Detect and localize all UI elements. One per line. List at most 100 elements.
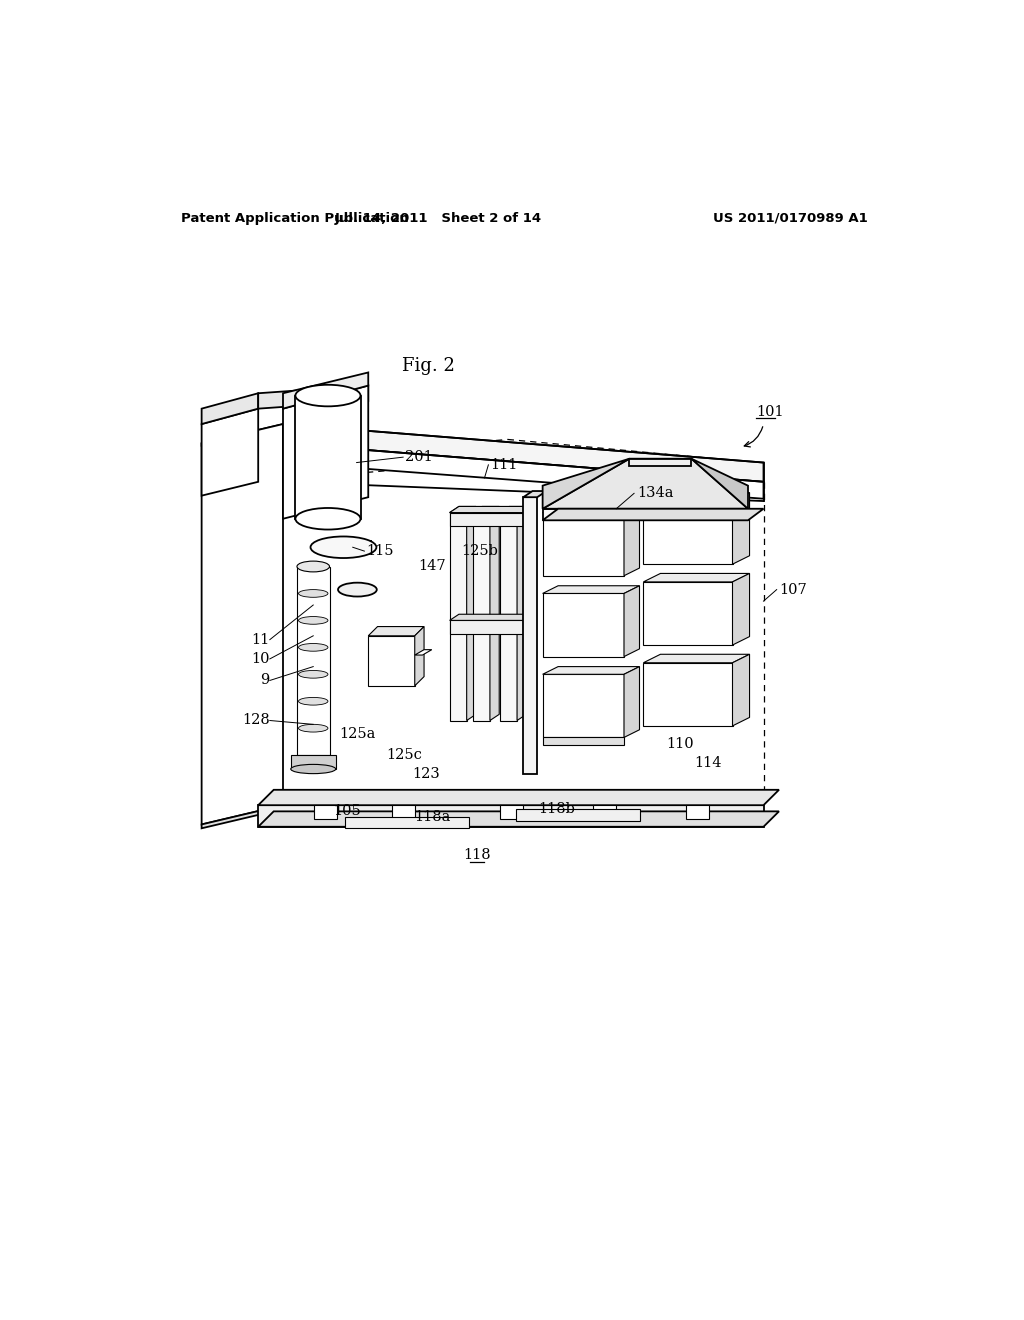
Polygon shape (291, 755, 336, 770)
Polygon shape (202, 409, 258, 496)
Polygon shape (543, 512, 624, 576)
Polygon shape (345, 817, 469, 829)
Polygon shape (295, 396, 360, 519)
Ellipse shape (299, 697, 328, 705)
Text: 11: 11 (252, 632, 270, 647)
Polygon shape (630, 459, 691, 466)
Polygon shape (643, 492, 750, 502)
Text: 101: 101 (756, 405, 783, 420)
Polygon shape (500, 512, 517, 721)
Text: 125b: 125b (461, 544, 498, 558)
Text: 134a: 134a (637, 486, 674, 500)
Text: 105: 105 (334, 804, 361, 818)
Polygon shape (391, 805, 415, 818)
Text: 115: 115 (367, 544, 394, 558)
Polygon shape (450, 614, 532, 620)
Polygon shape (543, 508, 748, 520)
Ellipse shape (299, 671, 328, 678)
Text: US 2011/0170989 A1: US 2011/0170989 A1 (713, 213, 868, 224)
Polygon shape (450, 620, 523, 635)
Polygon shape (258, 805, 764, 826)
Polygon shape (450, 507, 476, 512)
Ellipse shape (297, 561, 330, 572)
Polygon shape (258, 789, 779, 805)
Polygon shape (500, 805, 523, 818)
Polygon shape (543, 459, 630, 508)
Text: 128: 128 (242, 714, 270, 727)
Polygon shape (732, 492, 750, 564)
Polygon shape (283, 424, 764, 482)
Text: 114: 114 (693, 756, 721, 770)
Text: 125c: 125c (386, 748, 422, 762)
Text: 118: 118 (463, 849, 490, 862)
Polygon shape (473, 512, 489, 721)
Polygon shape (543, 459, 748, 508)
Polygon shape (450, 512, 467, 721)
Text: 125a: 125a (340, 727, 376, 742)
Ellipse shape (338, 582, 377, 597)
Polygon shape (543, 506, 640, 512)
Polygon shape (543, 594, 624, 656)
Polygon shape (643, 502, 732, 564)
Polygon shape (643, 573, 750, 582)
Polygon shape (732, 573, 750, 645)
Text: 9: 9 (260, 673, 270, 688)
Polygon shape (593, 805, 616, 818)
Polygon shape (450, 512, 523, 527)
Polygon shape (500, 507, 526, 512)
Polygon shape (515, 809, 640, 821)
Text: 111: 111 (490, 458, 518, 471)
Polygon shape (415, 649, 432, 655)
Polygon shape (643, 663, 732, 726)
Ellipse shape (299, 590, 328, 597)
Polygon shape (517, 507, 526, 721)
Text: 118b: 118b (539, 803, 575, 816)
Polygon shape (283, 372, 369, 409)
Polygon shape (369, 627, 424, 636)
Polygon shape (473, 507, 500, 512)
Text: 147: 147 (419, 560, 446, 573)
Text: Jul. 14, 2011   Sheet 2 of 14: Jul. 14, 2011 Sheet 2 of 14 (335, 213, 542, 224)
Polygon shape (686, 805, 710, 818)
Ellipse shape (295, 385, 360, 407)
Ellipse shape (310, 536, 377, 558)
Polygon shape (624, 586, 640, 656)
FancyArrowPatch shape (744, 426, 763, 447)
Polygon shape (467, 507, 476, 721)
Ellipse shape (299, 725, 328, 733)
Text: 118a: 118a (415, 809, 452, 824)
Ellipse shape (291, 764, 336, 774)
Polygon shape (202, 424, 283, 446)
Polygon shape (283, 385, 369, 519)
Polygon shape (624, 506, 640, 576)
Polygon shape (543, 586, 640, 594)
Polygon shape (415, 627, 424, 686)
Polygon shape (450, 507, 532, 512)
Polygon shape (691, 459, 748, 508)
Polygon shape (543, 675, 624, 738)
Text: 10: 10 (251, 652, 270, 665)
Polygon shape (523, 498, 538, 775)
Ellipse shape (299, 644, 328, 651)
Text: 110: 110 (667, 737, 694, 751)
Polygon shape (643, 582, 732, 645)
Polygon shape (202, 805, 283, 829)
Text: 123: 123 (413, 767, 440, 781)
Polygon shape (283, 444, 764, 499)
Polygon shape (369, 636, 415, 686)
Polygon shape (732, 655, 750, 726)
Polygon shape (489, 507, 500, 721)
Polygon shape (523, 491, 547, 498)
Polygon shape (543, 738, 624, 744)
Text: 201: 201 (406, 450, 433, 465)
Polygon shape (643, 655, 750, 663)
Ellipse shape (295, 508, 360, 529)
Polygon shape (258, 812, 779, 826)
Polygon shape (543, 667, 640, 675)
Polygon shape (202, 424, 283, 825)
Polygon shape (297, 566, 330, 755)
Polygon shape (624, 667, 640, 738)
Text: Patent Application Publication: Patent Application Publication (180, 213, 409, 224)
Ellipse shape (299, 616, 328, 624)
Text: 107: 107 (779, 582, 807, 597)
